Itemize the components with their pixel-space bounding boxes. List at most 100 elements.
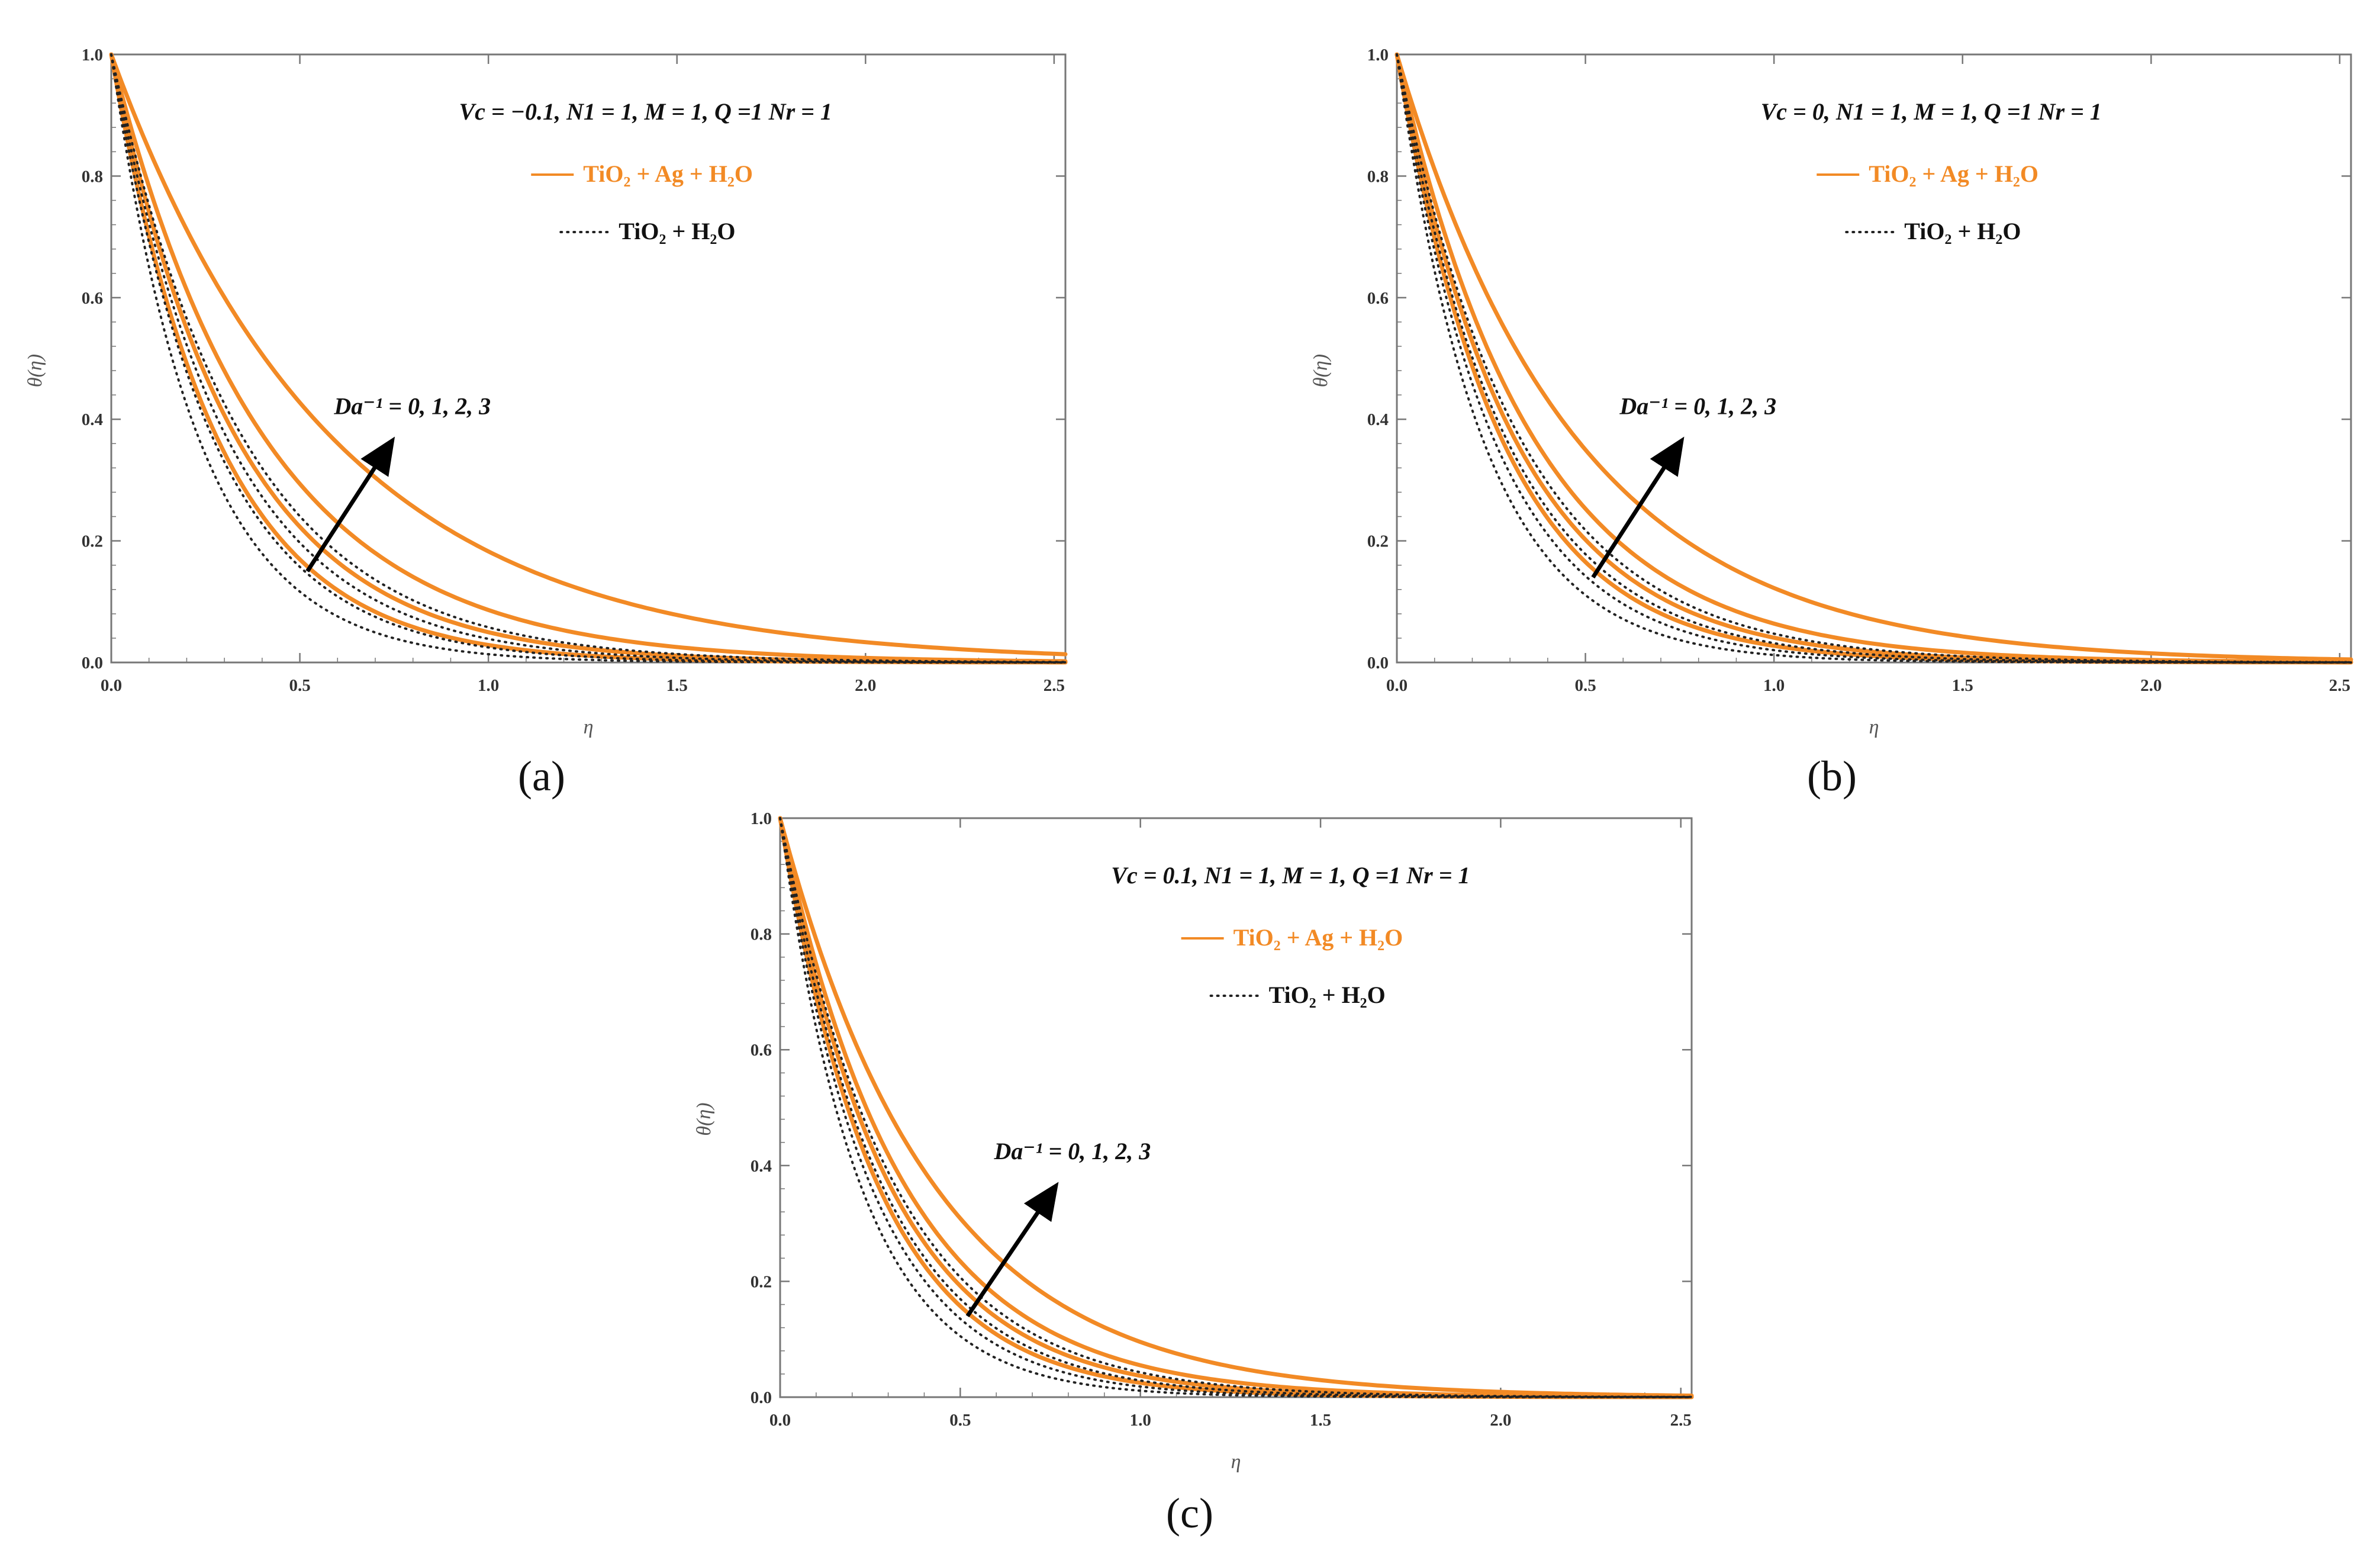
curve-a-mono-da3 — [110, 53, 1067, 664]
y-tick-label-b-4: 0.8 — [1367, 167, 1389, 186]
params-label-b: Vc = 0, N1 = 1, M = 1, Q =1 Nr = 1 — [1761, 98, 2102, 125]
x-tick-label-a-1: 0.5 — [289, 676, 310, 695]
panel-caption-c: (c) — [1166, 1490, 1213, 1537]
panel-a: 0.0 0.5 1.0 1.5 2.0 2.5 0.0 0.2 0.4 0.6 0.8 1.0 Vc … — [24, 46, 1068, 800]
y-tick-label-a-1: 0.2 — [82, 532, 103, 551]
legend-label-mono-c: TiO₂ + H₂O — [1269, 982, 1386, 1008]
x-axis-label-c: η — [1231, 1451, 1241, 1473]
y-tick-label-c-0: 0.0 — [751, 1388, 772, 1407]
curve-a-hybrid-da1 — [109, 52, 1068, 664]
curve-c-hybrid-da3 — [778, 816, 1694, 1398]
y-tick-label-c-4: 0.8 — [751, 925, 772, 944]
x-axis-label-a: η — [584, 716, 594, 738]
curve-c-hybrid-da1 — [778, 816, 1694, 1400]
curve-c-mono-da0 — [779, 817, 1693, 1398]
y-tick-label-b-2: 0.4 — [1367, 410, 1389, 429]
annotation-da-b: Da⁻¹ = 0, 1, 2, 3 — [1619, 393, 1776, 419]
y-axis-label-b: θ(η) — [1310, 354, 1332, 387]
curve-a-hybrid-da0 — [109, 52, 1068, 665]
legend-entry-mono-c: TiO₂ + H₂O — [1209, 982, 1386, 1008]
x-tick-label-b-5: 2.5 — [2329, 676, 2350, 695]
annotation-da-a: Da⁻¹ = 0, 1, 2, 3 — [333, 393, 491, 419]
curves-c — [778, 816, 1694, 1400]
y-axis-label-a: θ(η) — [24, 354, 46, 387]
x-tick-label-a-3: 1.5 — [666, 676, 688, 695]
x-tick-label-c-4: 2.0 — [1490, 1411, 1511, 1430]
plot-frame-c — [779, 817, 1693, 1398]
legend-entry-hybrid-a: TiO₂ + Ag + H₂O — [531, 160, 753, 187]
y-tick-label-b-1: 0.2 — [1367, 532, 1389, 551]
y-tick-label-c-3: 0.6 — [751, 1041, 772, 1060]
y-tick-label-a-4: 0.8 — [82, 167, 103, 186]
trend-arrow-c — [965, 1182, 1059, 1318]
panel-c: 0.0 0.5 1.0 1.5 2.0 2.5 0.0 0.2 0.4 0.6 0.8 1.0 Vc … — [693, 809, 1694, 1537]
panel-caption-b: (b) — [1807, 752, 1857, 800]
plot-frame-a — [110, 53, 1067, 664]
y-tick-label-a-2: 0.4 — [82, 410, 103, 429]
y-tick-label-c-2: 0.4 — [751, 1157, 772, 1176]
y-tick-label-b-0: 0.0 — [1367, 654, 1389, 673]
curve-a-mono-da1 — [110, 53, 1067, 664]
x-tick-label-a-0: 0.0 — [101, 676, 122, 695]
y-tick-label-c-5: 1.0 — [751, 809, 772, 828]
ticks-c: 0.0 0.5 1.0 1.5 2.0 2.5 0.0 0.2 0.4 0.6 0.8 1.0 — [751, 809, 1692, 1430]
annotation-da-c: Da⁻¹ = 0, 1, 2, 3 — [994, 1138, 1151, 1164]
ticks-b: 0.0 0.5 1.0 1.5 2.0 2.5 0.0 0.2 0.4 0.6 0.8 1.0 — [1367, 46, 2351, 695]
curve-c-mono-da1 — [779, 817, 1693, 1398]
legend-entry-hybrid-c: TiO₂ + Ag + H₂O — [1181, 924, 1403, 951]
curve-a-mono-da0 — [110, 53, 1067, 664]
x-tick-label-a-2: 1.0 — [478, 676, 499, 695]
curves-b — [1394, 52, 2353, 665]
curve-b-hybrid-da2 — [1394, 52, 2353, 664]
panel-b: 0.0 0.5 1.0 1.5 2.0 2.5 0.0 0.2 0.4 0.6 0.8 1.0 Vc … — [1310, 46, 2353, 800]
curve-a-mono-da2 — [110, 53, 1067, 664]
trend-arrow-b — [1591, 436, 1685, 579]
x-tick-label-b-3: 1.5 — [1952, 676, 1973, 695]
curve-c-mono-da3 — [779, 817, 1693, 1398]
x-tick-label-c-5: 2.5 — [1670, 1411, 1692, 1430]
params-label-c: Vc = 0.1, N1 = 1, M = 1, Q =1 Nr = 1 — [1111, 862, 1470, 889]
legend-label-hybrid-b: TiO₂ + Ag + H₂O — [1869, 160, 2038, 187]
params-label-a: Vc = −0.1, N1 = 1, M = 1, Q =1 Nr = 1 — [459, 98, 832, 125]
ticks-a: 0.0 0.5 1.0 1.5 2.0 2.5 0.0 0.2 0.4 0.6 0.8 1.0 — [82, 46, 1065, 695]
y-tick-label-a-5: 1.0 — [82, 46, 103, 65]
curve-b-mono-da1 — [1396, 53, 2352, 664]
x-tick-label-b-0: 0.0 — [1386, 676, 1408, 695]
curve-b-hybrid-da0 — [1394, 52, 2353, 665]
legend-label-hybrid-a: TiO₂ + Ag + H₂O — [583, 160, 753, 187]
y-tick-label-a-0: 0.0 — [82, 654, 103, 673]
curves-a — [109, 52, 1068, 665]
x-tick-label-c-3: 1.5 — [1310, 1411, 1331, 1430]
y-tick-label-c-1: 0.2 — [751, 1272, 772, 1291]
curve-a-hybrid-da2 — [109, 52, 1068, 664]
curve-b-mono-da3 — [1396, 53, 2352, 664]
legend-label-mono-a: TiO₂ + H₂O — [619, 218, 735, 245]
legend-label-hybrid-c: TiO₂ + Ag + H₂O — [1234, 924, 1403, 951]
curve-c-hybrid-da2 — [778, 816, 1694, 1399]
x-tick-label-c-2: 1.0 — [1130, 1411, 1151, 1430]
curve-b-hybrid-da3 — [1394, 52, 2353, 662]
curve-b-mono-da2 — [1396, 53, 2352, 664]
x-tick-label-a-5: 2.5 — [1044, 676, 1065, 695]
y-axis-label-c: θ(η) — [693, 1102, 715, 1135]
x-tick-label-b-2: 1.0 — [1763, 676, 1785, 695]
x-tick-label-c-1: 0.5 — [949, 1411, 971, 1430]
legend-entry-hybrid-b: TiO₂ + Ag + H₂O — [1817, 160, 2038, 187]
trend-arrow-a — [305, 436, 395, 572]
y-tick-label-b-5: 1.0 — [1367, 46, 1389, 65]
x-tick-label-b-4: 2.0 — [2140, 676, 2162, 695]
x-tick-label-c-0: 0.0 — [769, 1411, 791, 1430]
panel-caption-a: (a) — [518, 752, 565, 800]
x-tick-label-a-4: 2.0 — [855, 676, 876, 695]
curve-a-hybrid-da3 — [109, 52, 1068, 657]
legend-entry-mono-b: TiO₂ + H₂O — [1845, 218, 2021, 245]
x-tick-label-b-1: 0.5 — [1574, 676, 1596, 695]
curve-c-mono-da2 — [779, 817, 1693, 1398]
curve-c-hybrid-da0 — [778, 816, 1694, 1400]
x-axis-label-b: η — [1869, 716, 1879, 738]
legend-entry-mono-a: TiO₂ + H₂O — [559, 218, 735, 245]
plot-frame-b — [1396, 53, 2352, 664]
curve-b-hybrid-da1 — [1394, 52, 2353, 665]
legend-label-mono-b: TiO₂ + H₂O — [1904, 218, 2021, 245]
